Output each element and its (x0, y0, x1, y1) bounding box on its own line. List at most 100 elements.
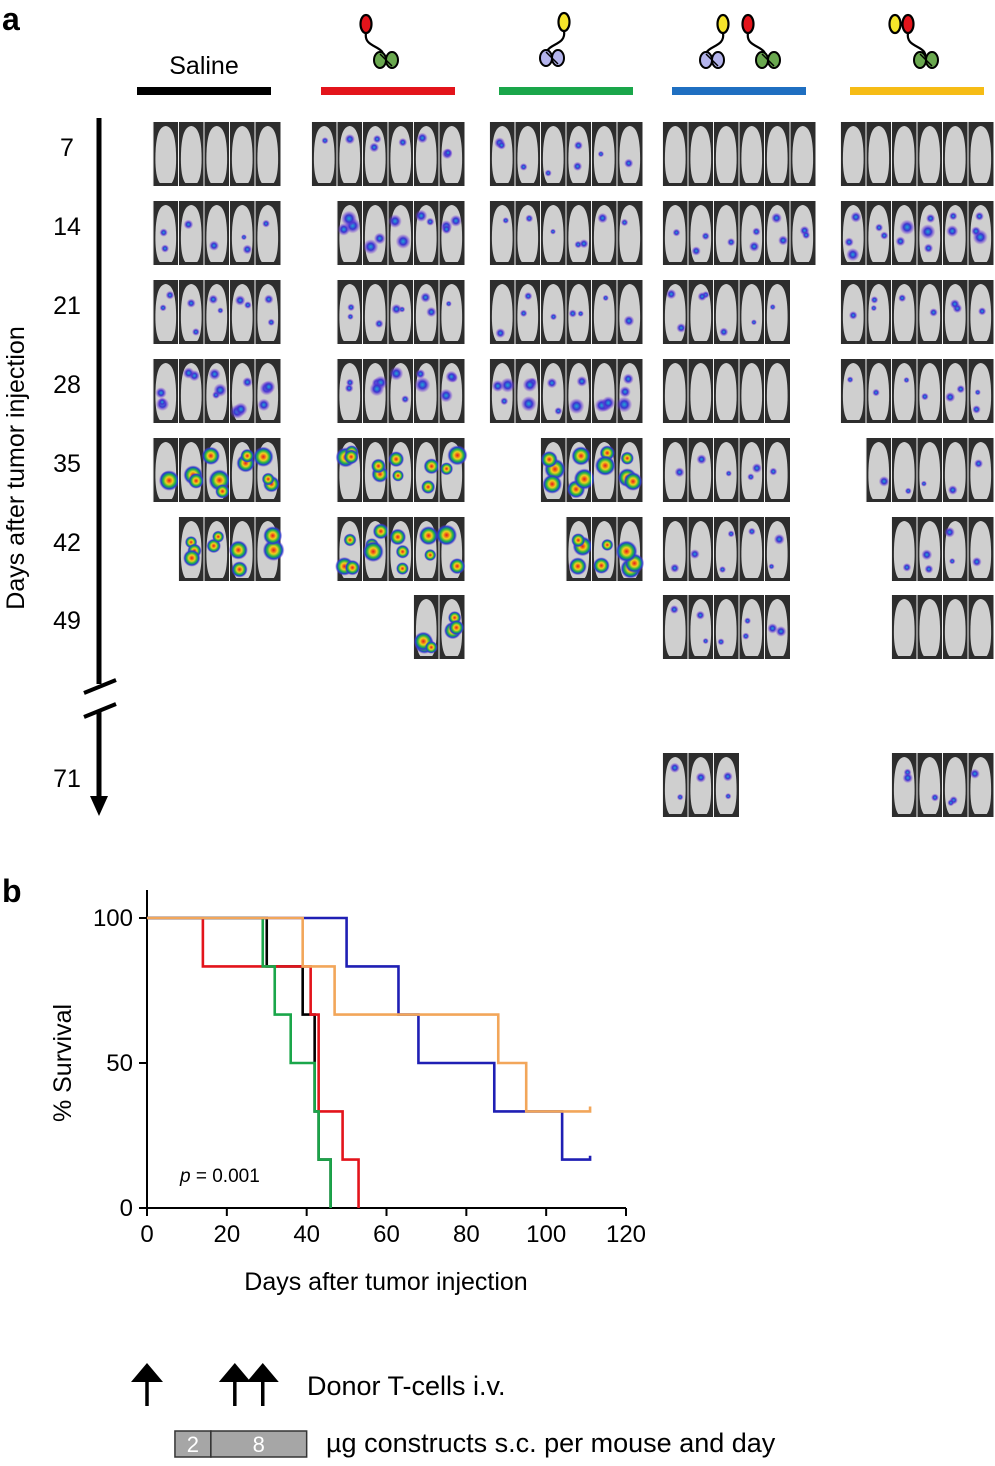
day-label-42: 42 (53, 529, 81, 557)
x-tick-label-80: 80 (453, 1221, 480, 1248)
bioluminescence-signal (240, 448, 255, 463)
y-tick-label-0: 0 (120, 1195, 133, 1222)
bioluminescence-signal (369, 142, 380, 153)
bioluminescence-signal (415, 369, 426, 379)
mouse-silhouette (713, 359, 737, 423)
mouse-silhouette (336, 359, 361, 423)
mouse-silhouette (254, 122, 279, 186)
bioluminescence-signal (435, 524, 458, 546)
bioluminescence-signal (689, 549, 700, 560)
mouse-silhouette (942, 359, 966, 423)
bioluminescence-signal (925, 213, 936, 224)
mouse-silhouette (891, 280, 915, 344)
day-label-21: 21 (53, 292, 81, 320)
mouse-tile-day14-group4 (662, 201, 816, 265)
bioluminescence-signal (388, 451, 405, 468)
mouse-tile-day14-group2 (336, 201, 465, 265)
bioluminescence-signal (921, 392, 929, 401)
bioluminescence-signal (242, 244, 253, 255)
mouse-silhouette (764, 359, 788, 423)
bioluminescence-signal (420, 292, 431, 303)
mouse-tile-day42-group5 (891, 517, 994, 581)
bioluminescence-signal (497, 140, 506, 150)
mouse-silhouette (565, 122, 590, 186)
mouse-silhouette (615, 517, 645, 581)
bioluminescence-signal (719, 327, 729, 337)
bioluminescence-signal (701, 232, 710, 241)
mouse-silhouette (687, 201, 712, 265)
mouse-silhouette (514, 359, 539, 423)
mouse-silhouette (687, 280, 712, 344)
mouse-silhouette (713, 595, 737, 659)
mouse-silhouette (687, 595, 712, 659)
bioluminescence-signal (947, 485, 958, 495)
bioluminescence-signal (946, 225, 959, 238)
bioluminescence-signal (398, 137, 408, 147)
mouse-silhouette (616, 280, 641, 344)
mouse-silhouette (687, 517, 712, 581)
mouse-silhouette (413, 438, 440, 502)
bioluminescence-signal (622, 373, 634, 385)
mouse-silhouette (764, 595, 788, 659)
mouse-silhouette (916, 438, 941, 502)
mouse-silhouette (387, 438, 412, 502)
mouse-silhouette (891, 359, 915, 423)
bioluminescence-signal (253, 446, 274, 468)
mouse-silhouette (229, 201, 253, 265)
bioluminescence-signal (744, 617, 752, 625)
mouse-silhouette (565, 201, 590, 265)
mouse-silhouette (435, 517, 466, 581)
bioluminescence-signal (949, 299, 960, 310)
mouse-silhouette (540, 122, 564, 186)
mouse-silhouette (565, 438, 596, 502)
mouse-silhouette (942, 753, 966, 817)
bioluminescence-signal (426, 306, 437, 318)
mouse-tile-day42-group2 (335, 517, 466, 581)
mouse-silhouette (865, 122, 890, 186)
mouse-silhouette (942, 122, 966, 186)
bioluminescence-signal (215, 484, 230, 499)
mouse-silhouette (489, 280, 513, 344)
group-label-1: Saline (169, 52, 239, 80)
bioluminescence-signal (579, 239, 589, 249)
bioluminescence-signal (519, 163, 528, 171)
bioluminescence-signal (872, 388, 880, 397)
bioluminescence-signal (388, 214, 402, 229)
bioluminescence-signal (424, 548, 437, 562)
bioluminescence-signal (902, 562, 912, 572)
bioluminescence-signal (846, 376, 854, 384)
bioluminescence-signal (439, 388, 453, 403)
bioluminescence-signal (676, 793, 684, 801)
mouse-silhouette (438, 438, 468, 502)
bioluminescence-signal (669, 605, 679, 614)
bioluminescence-signal (615, 540, 638, 563)
bioluminescence-signal (568, 398, 585, 415)
bioluminescence-signal (519, 309, 528, 318)
bioluminescence-signal (344, 559, 361, 576)
mouse-silhouette (764, 438, 788, 502)
yellow-loop-lavender-pair-icon (539, 11, 571, 67)
bioluminescence-signal (676, 323, 687, 333)
x-tick-label-60: 60 (373, 1221, 400, 1248)
mouse-silhouette (362, 122, 386, 186)
mouse-silhouette (362, 438, 389, 502)
bioluminescence-signal (691, 246, 701, 256)
bioluminescence-signal (899, 219, 915, 235)
mouse-silhouette (489, 359, 516, 423)
mouse-silhouette (178, 122, 202, 186)
mouse-silhouette (840, 359, 864, 423)
bioluminescence-signal (898, 294, 907, 303)
mouse-silhouette (865, 201, 890, 265)
mouse-silhouette (891, 753, 915, 817)
bioluminescence-signal (449, 214, 462, 227)
mouse-silhouette (438, 359, 463, 423)
mouse-silhouette (152, 122, 177, 186)
bioluminescence-signal (742, 632, 750, 640)
mouse-silhouette (942, 280, 966, 344)
bioluminescence-signal (944, 526, 955, 538)
mouse-tile-day21-group1 (152, 280, 281, 344)
mouse-silhouette (738, 122, 763, 186)
bioluminescence-signal (948, 557, 956, 565)
bioluminescence-signal (395, 544, 410, 559)
